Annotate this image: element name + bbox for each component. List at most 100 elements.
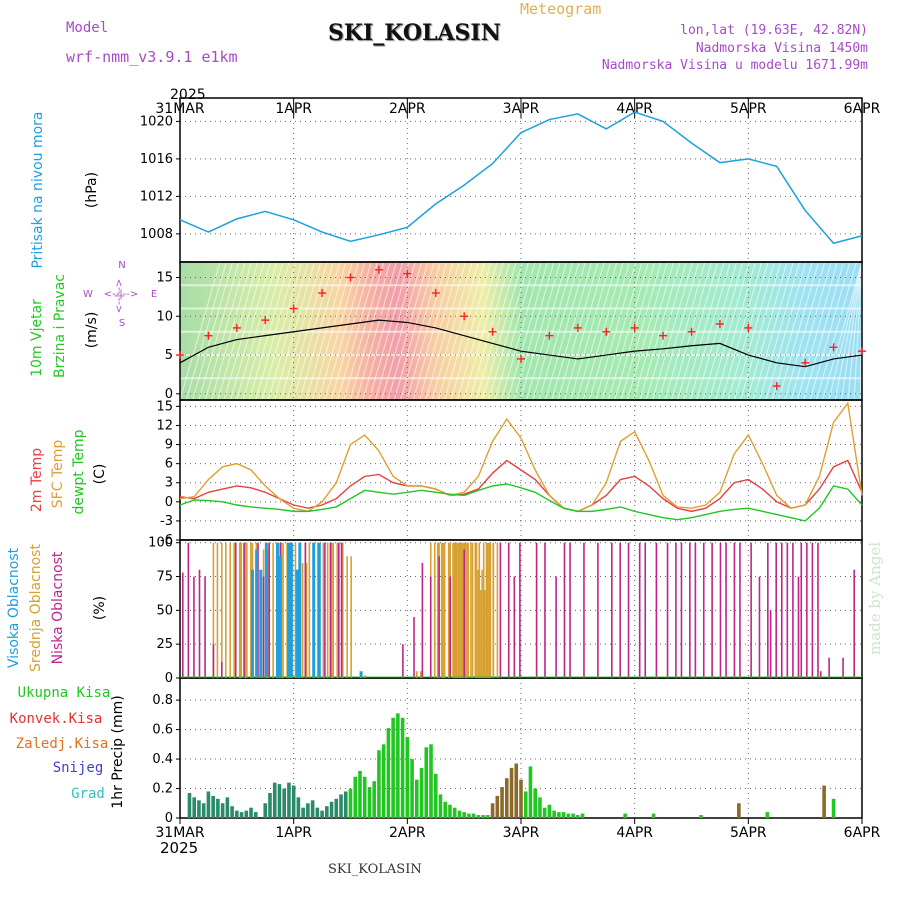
precip-bar <box>443 801 448 818</box>
x-tick-label-bottom: 3APR <box>503 825 540 841</box>
y-tick-label: 3 <box>165 476 173 491</box>
precip-bar <box>287 782 291 818</box>
precip-bar <box>225 797 230 818</box>
precip-bar <box>296 797 301 818</box>
y-tick-label: 0 <box>165 387 173 402</box>
precip-bar <box>509 767 514 818</box>
wind-barb-stroke <box>861 261 868 401</box>
x-year-bottom: 2025 <box>160 839 198 857</box>
precip-legend-3: Snijeg <box>53 760 104 776</box>
precip-bar <box>542 807 547 818</box>
precip-bar <box>249 807 253 818</box>
y-tick-label: 15 <box>156 399 173 414</box>
pressure-axis-label: Pritisak na nivou mora <box>30 111 46 268</box>
precip-legend-2: Zaledj.Kisa <box>16 736 109 752</box>
precip-bar <box>699 815 703 818</box>
precip-bar <box>310 800 315 818</box>
compass-arrow-horizontal: <--|--> <box>104 289 139 300</box>
precip-bar <box>268 792 272 818</box>
compass-north: N <box>118 260 125 271</box>
precip-bar <box>552 810 556 818</box>
x-tick-label-bottom: 5APR <box>730 825 767 841</box>
panel-frame <box>179 97 863 263</box>
precip-bar <box>765 812 770 818</box>
compass-east: E <box>151 289 157 300</box>
precip-bar <box>495 795 500 818</box>
precip-bar <box>571 813 575 818</box>
y-tick-label: 0.4 <box>152 752 173 767</box>
precip-bar <box>315 807 320 818</box>
precip-bar <box>244 810 249 818</box>
precip-bar <box>831 798 836 818</box>
precip-bar <box>291 785 296 818</box>
precip-bar <box>486 815 490 818</box>
precip-bar <box>235 810 239 818</box>
y-tick-label: 1016 <box>140 152 173 167</box>
y-tick-label: 75 <box>156 570 173 585</box>
precip-bar <box>239 812 244 818</box>
precip-bar <box>400 717 405 818</box>
precip-bar <box>500 787 504 818</box>
precip-bar <box>358 770 362 818</box>
precip-bar <box>201 803 206 818</box>
precip-bar <box>523 791 528 818</box>
precip-legend-0: Ukupna Kisa <box>18 685 111 701</box>
precip-legend-1: Konvek.Kisa <box>10 711 103 727</box>
precip-bar <box>301 807 305 818</box>
precip-bar <box>343 791 348 818</box>
y-tick-label: 1012 <box>140 189 173 204</box>
credit-watermark: made by Angel <box>866 541 884 655</box>
precip-bar <box>519 779 523 818</box>
wind-subaxis-label: Brzina i Pravac <box>52 274 68 378</box>
precip-bar <box>429 744 433 818</box>
precip-bar <box>561 812 566 818</box>
cloud-low-label: Niska Oblacnost <box>50 551 66 664</box>
wind-speed-line <box>179 319 863 368</box>
precip-bar <box>353 776 358 818</box>
precip-bar <box>415 779 419 818</box>
wind-unit-label: (m/s) <box>84 312 100 349</box>
model-label: Model <box>66 20 109 36</box>
precip-bar <box>438 794 443 818</box>
temp-dewpt-label: dewpt Temp <box>71 429 87 514</box>
model-name: wrf-nmm_v3.9.1 e1km <box>66 48 238 66</box>
y-tick-label: 6 <box>165 457 173 472</box>
compass-south: S <box>119 318 125 329</box>
temp-line-dewpt <box>179 483 863 522</box>
precip-bar <box>377 750 381 818</box>
precip-bar <box>329 801 334 818</box>
precip-bar <box>580 813 585 818</box>
precip-bar <box>467 813 471 818</box>
precip-bar <box>471 813 476 818</box>
precip-bar <box>396 713 400 818</box>
y-tick-label: 0.6 <box>152 723 173 738</box>
precip-bar <box>462 812 466 818</box>
precip-bar <box>391 717 395 818</box>
y-tick-label: 12 <box>156 418 173 433</box>
precip-bar <box>528 766 533 818</box>
precip-bar <box>547 804 552 818</box>
precip-bar <box>348 788 353 818</box>
x-year-top: 2025 <box>170 87 206 103</box>
y-tick-label: 10 <box>156 309 173 324</box>
y-tick-label: 0 <box>165 811 173 826</box>
model-elevation-readout: Nadmorska Visina u modelu 1671.99m <box>601 58 868 73</box>
temp-line-sfc <box>179 401 863 513</box>
precip-bar <box>362 776 367 818</box>
compass-west: W <box>83 289 93 300</box>
x-tick-label-bottom: 1APR <box>275 825 312 841</box>
precip-bar <box>405 736 410 818</box>
precip-bar <box>737 803 741 818</box>
precip-bar <box>419 767 424 818</box>
precip-bar <box>476 815 481 818</box>
y-tick-label: 0.2 <box>152 782 173 797</box>
precip-bar <box>220 803 225 818</box>
precip-bar <box>651 813 656 818</box>
precip-bar <box>263 803 268 818</box>
precip-bar <box>277 784 282 818</box>
y-tick-label: 50 <box>156 603 173 618</box>
precip-bar <box>576 815 580 818</box>
precip-bar <box>822 785 826 818</box>
precip-bar <box>481 815 485 818</box>
temp-sfc-label: SFC Temp <box>50 440 66 509</box>
